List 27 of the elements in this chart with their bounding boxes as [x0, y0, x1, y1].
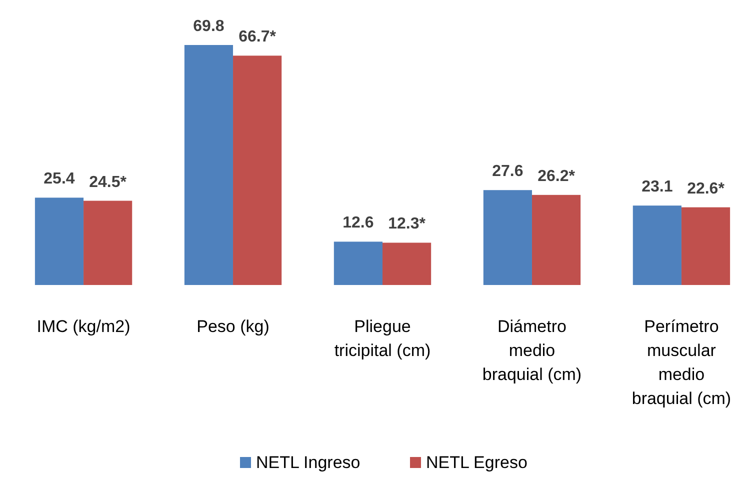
x-tick-label: Diámetro medio braquial (cm) [482, 317, 582, 384]
data-label: 66.7* [238, 28, 277, 46]
legend-label: NETL Egreso [426, 453, 528, 472]
bar [681, 207, 730, 285]
bar [334, 242, 382, 285]
bar [382, 242, 432, 285]
bar [184, 45, 234, 285]
data-label: 27.6 [492, 163, 524, 180]
x-tick-label: Pliegue tricipital (cm) [334, 317, 431, 360]
bar [84, 200, 132, 285]
x-tick-label: Peso (kg) [196, 317, 270, 336]
bar [34, 198, 84, 285]
bar [632, 206, 682, 285]
data-label: 12.3* [388, 216, 426, 233]
data-label: 22.6* [687, 180, 726, 198]
data-label: 24.5* [89, 174, 128, 191]
data-label: 23.1 [642, 178, 673, 196]
bar [483, 190, 532, 285]
data-label: 69.8 [193, 18, 224, 35]
data-label: 26.2* [538, 168, 576, 185]
bar [233, 56, 282, 285]
data-label: 25.4 [44, 170, 75, 188]
x-tick-label: IMC (kg/m2) [36, 317, 130, 336]
data-label: 12.6 [342, 214, 374, 232]
x-tick-label: Perímetro muscular medio braquial (cm) [632, 317, 732, 408]
legend-label: NETL Ingreso [256, 453, 360, 472]
bar [532, 194, 581, 285]
